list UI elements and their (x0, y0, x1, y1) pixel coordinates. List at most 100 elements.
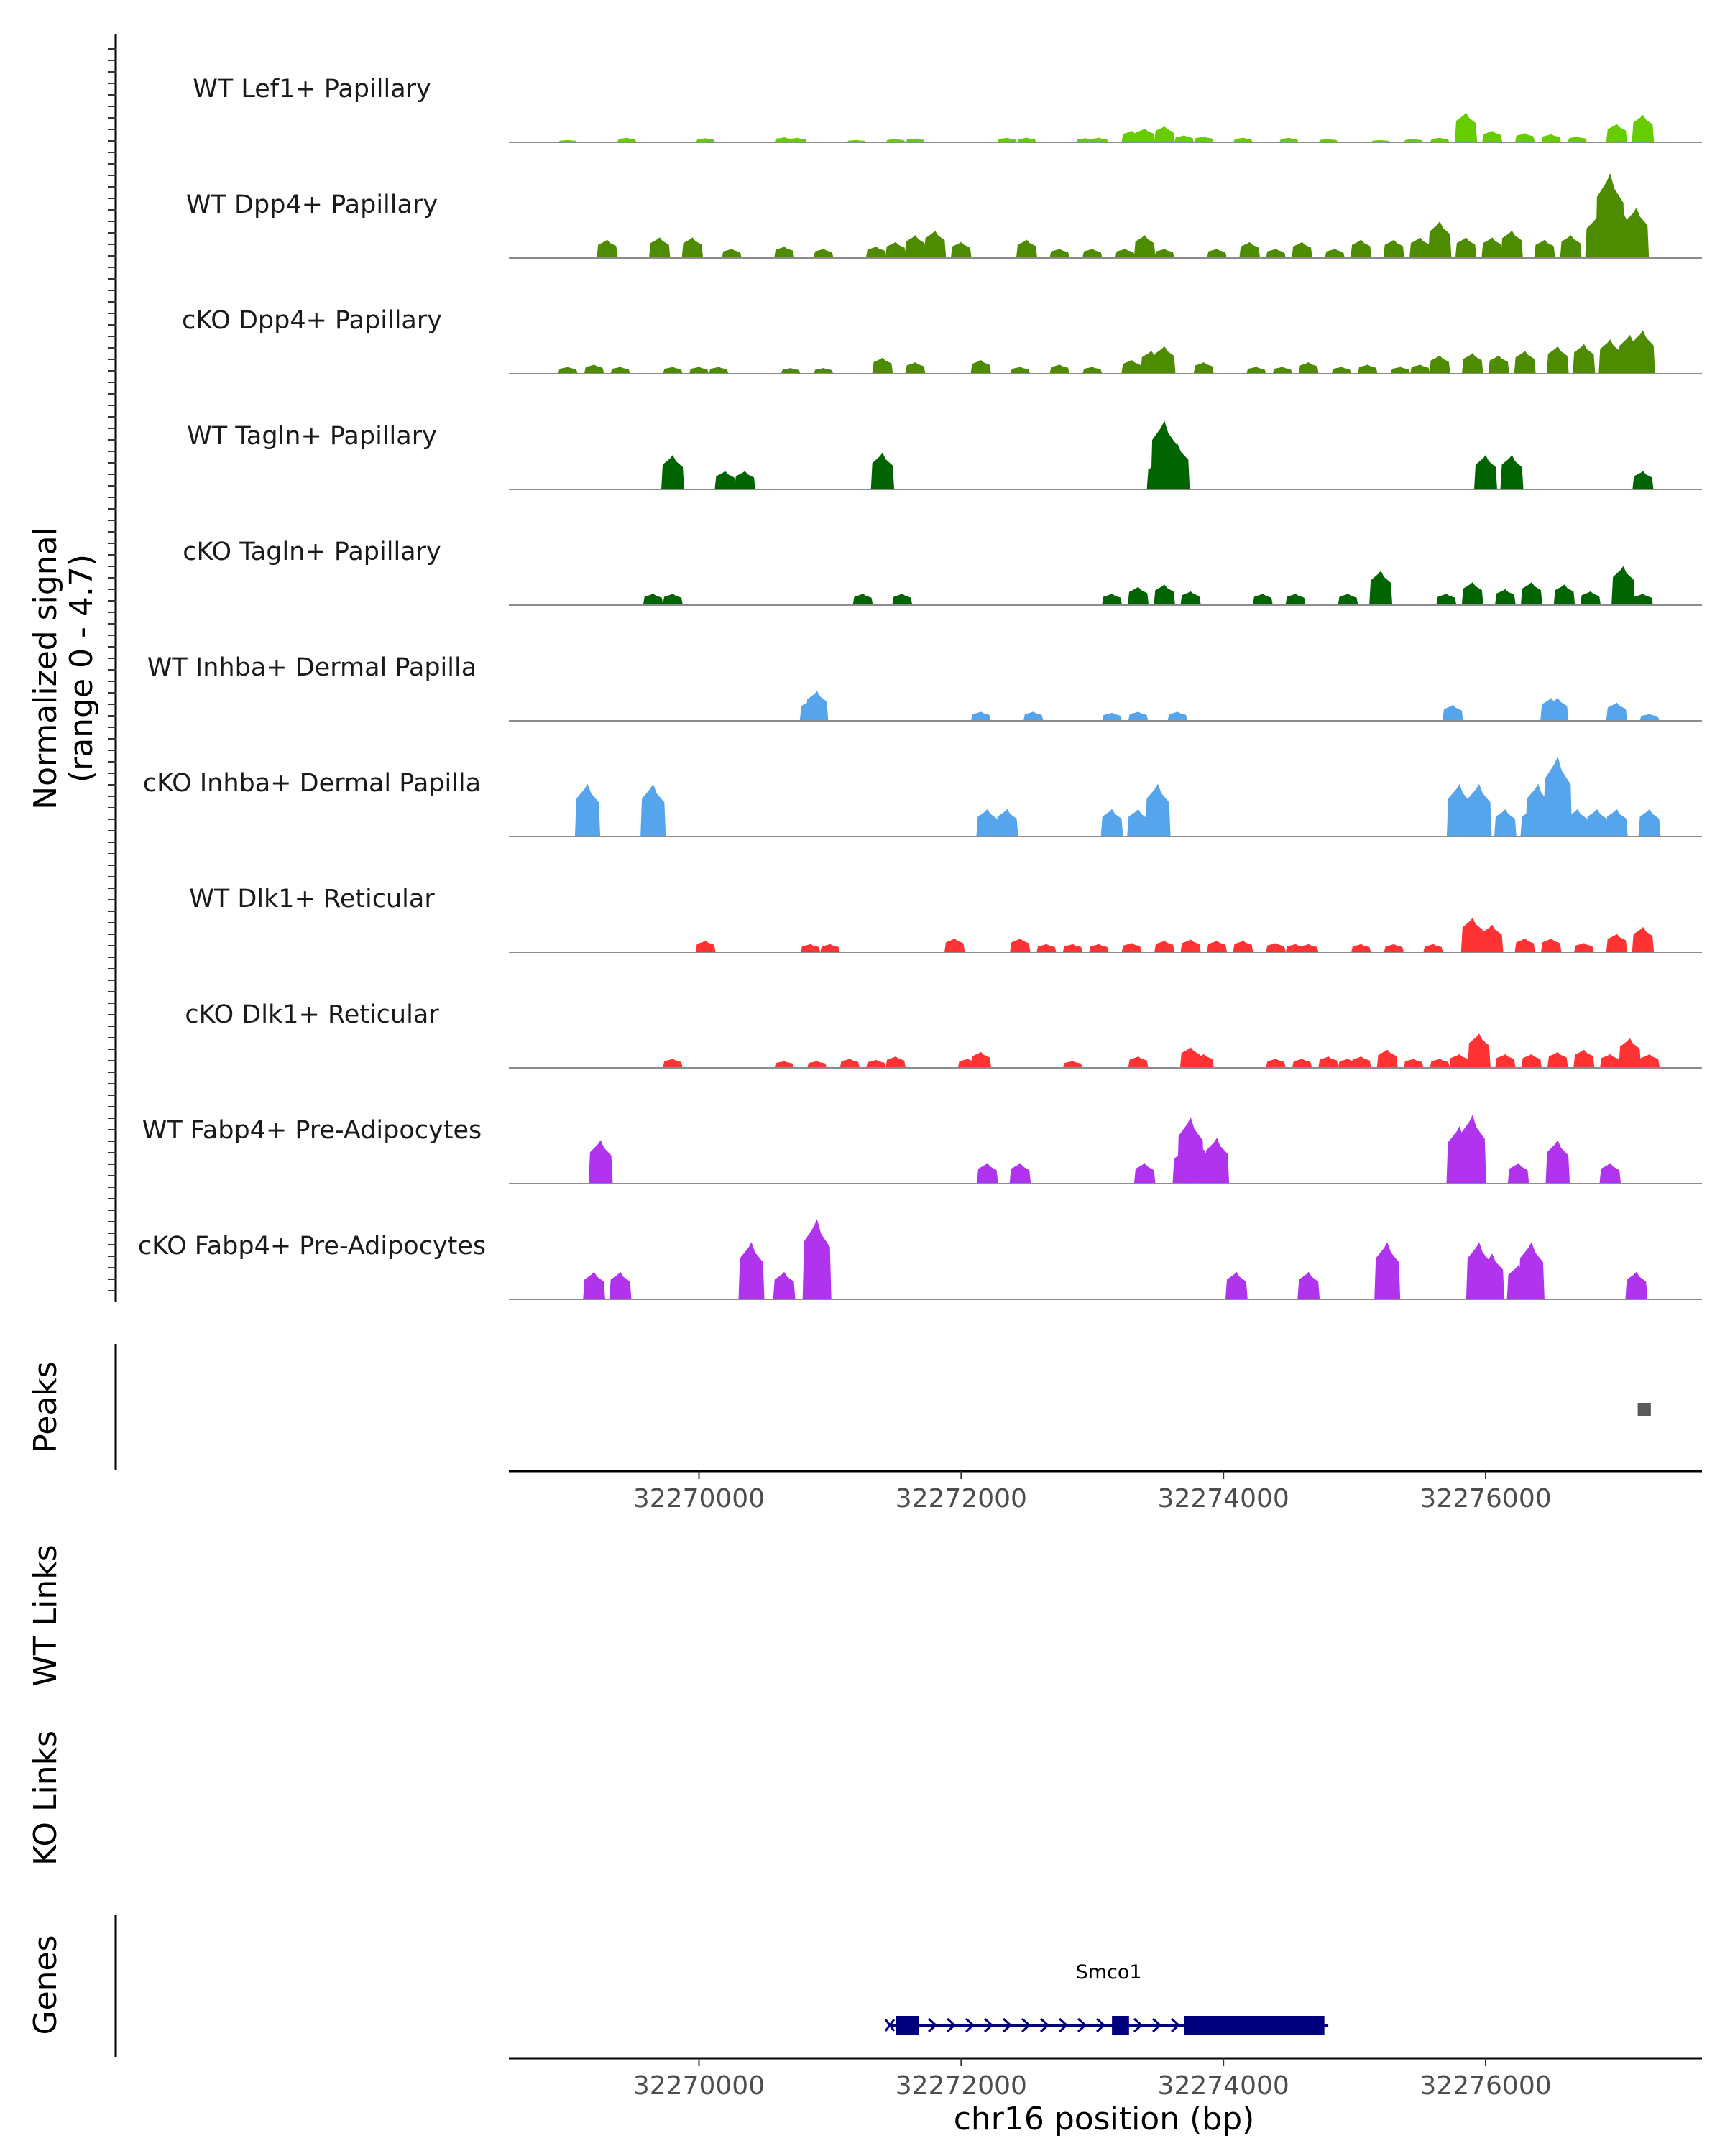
signal-peak (1534, 239, 1555, 258)
signal-peak (1625, 1271, 1648, 1299)
signal-peak (1631, 330, 1655, 374)
peaks-x-tick-label: 32270000 (633, 1484, 765, 1514)
signal-peak (709, 367, 729, 374)
signal-peak (1351, 239, 1372, 258)
signal-peak (643, 594, 663, 605)
signal-peak (1318, 139, 1338, 142)
signal-peak (1521, 1054, 1542, 1068)
strand-arrow (947, 2017, 957, 2033)
signal-peak (1049, 249, 1070, 258)
signal-peak (1374, 1242, 1401, 1299)
signal-peak (1455, 112, 1478, 142)
signal-peak (820, 944, 840, 952)
signal-peak (1543, 756, 1573, 837)
signal-peak (1298, 362, 1319, 374)
signal-peak (1495, 589, 1516, 605)
signal-peak (852, 594, 873, 605)
signal-peak (583, 1271, 605, 1299)
signal-peak (1049, 364, 1070, 374)
signal-peak (1180, 591, 1201, 605)
signal-peak (1062, 944, 1083, 952)
genes-track-label: Genes (27, 1935, 64, 2035)
signal-peak (1500, 455, 1524, 489)
track-label: WT Fabp4+ Pre-Adipocytes (142, 1116, 482, 1145)
signal-peak (1036, 944, 1057, 952)
signal-peak (814, 249, 834, 258)
signal-peak (1266, 249, 1286, 258)
signal-peak (1145, 783, 1171, 837)
signal-peak (995, 808, 1018, 837)
signal-peak (1480, 1253, 1505, 1299)
coverage-tracks: WT Lef1+ Papillary WT Dpp4+ Papillary cKO … (138, 75, 1702, 1300)
signal-peak (1518, 1242, 1545, 1299)
signal-peak (1403, 1059, 1424, 1068)
signal-peak (870, 452, 895, 489)
peaks-x-tick-label: 32274000 (1158, 1484, 1289, 1514)
signal-peak (1501, 230, 1523, 258)
signal-peak (1266, 1059, 1286, 1068)
signal-peak (1358, 364, 1378, 374)
signal-peak (1547, 698, 1569, 721)
signal-peak (1285, 594, 1306, 605)
signal-peak (1619, 1038, 1642, 1068)
track-label: WT Lef1+ Papillary (193, 75, 431, 103)
track-wt-fabp4-pre-adipocytes: WT Fabp4+ Pre-Adipocytes (142, 1115, 1702, 1184)
signal-peak (1100, 808, 1123, 837)
signal-peak (905, 362, 926, 374)
signal-peak (886, 139, 906, 142)
signal-peak (640, 783, 666, 837)
x-axis-title: chr16 position (bp) (954, 2101, 1255, 2137)
signal-peak (1154, 249, 1174, 258)
signal-peak (1443, 704, 1463, 721)
signal-peak (773, 1271, 796, 1299)
signal-peak (588, 1140, 613, 1184)
signal-peak (1023, 711, 1044, 721)
signal-peak (1553, 584, 1576, 605)
signal-peak (1318, 1056, 1339, 1068)
track-label: WT Dlk1+ Reticular (189, 885, 435, 913)
signal-peak (1462, 353, 1484, 374)
genes-x-tick-label: 32270000 (633, 2071, 765, 2101)
signal-peak (1606, 808, 1628, 837)
signal-peak (1205, 1138, 1230, 1184)
signal-peak (558, 367, 578, 374)
signal-peak (774, 1061, 794, 1068)
signal-peak (1638, 808, 1661, 837)
signal-peak (1207, 941, 1228, 952)
signal-peak (1488, 355, 1509, 374)
signal-peak (1010, 367, 1030, 374)
gene-start-marker (884, 2019, 896, 2032)
signal-peak (1351, 944, 1371, 952)
signal-peak (1233, 137, 1253, 142)
signal-peak (1351, 1056, 1371, 1068)
signal-peak (1252, 594, 1273, 605)
signal-peak (1153, 346, 1176, 374)
signal-peak (1568, 137, 1588, 142)
signal-peak (1632, 594, 1653, 605)
strand-arrow (1133, 2017, 1144, 2033)
strand-arrow (1040, 2017, 1050, 2033)
track-label: WT Tagln+ Papillary (187, 422, 437, 451)
track-wt-inhba-dermal-papilla: WT Inhba+ Dermal Papilla (147, 653, 1702, 722)
track-cko-tagln-papillary: cKO Tagln+ Papillary (183, 538, 1702, 606)
signal-peak (885, 241, 906, 258)
signal-peak (1338, 594, 1358, 605)
signal-peak (1383, 239, 1404, 258)
strand-arrow (1059, 2017, 1069, 2033)
signal-peak (663, 367, 683, 374)
signal-peak (1580, 591, 1601, 605)
track-label: cKO Tagln+ Papillary (183, 538, 441, 566)
genes-x-tick-label: 32274000 (1158, 2071, 1289, 2101)
signal-peak (1409, 237, 1431, 258)
signal-peak (1154, 584, 1175, 605)
signal-peak (1225, 1271, 1248, 1299)
signal-peak (722, 249, 742, 258)
signal-peak (1573, 1049, 1595, 1068)
signal-peak (1546, 346, 1569, 374)
signal-peak (1547, 1051, 1568, 1068)
signal-peak (1154, 126, 1175, 142)
signal-peak (1174, 135, 1195, 142)
signal-peak (1481, 237, 1503, 258)
signal-peak (1455, 237, 1477, 258)
signal-peak (1474, 455, 1497, 489)
